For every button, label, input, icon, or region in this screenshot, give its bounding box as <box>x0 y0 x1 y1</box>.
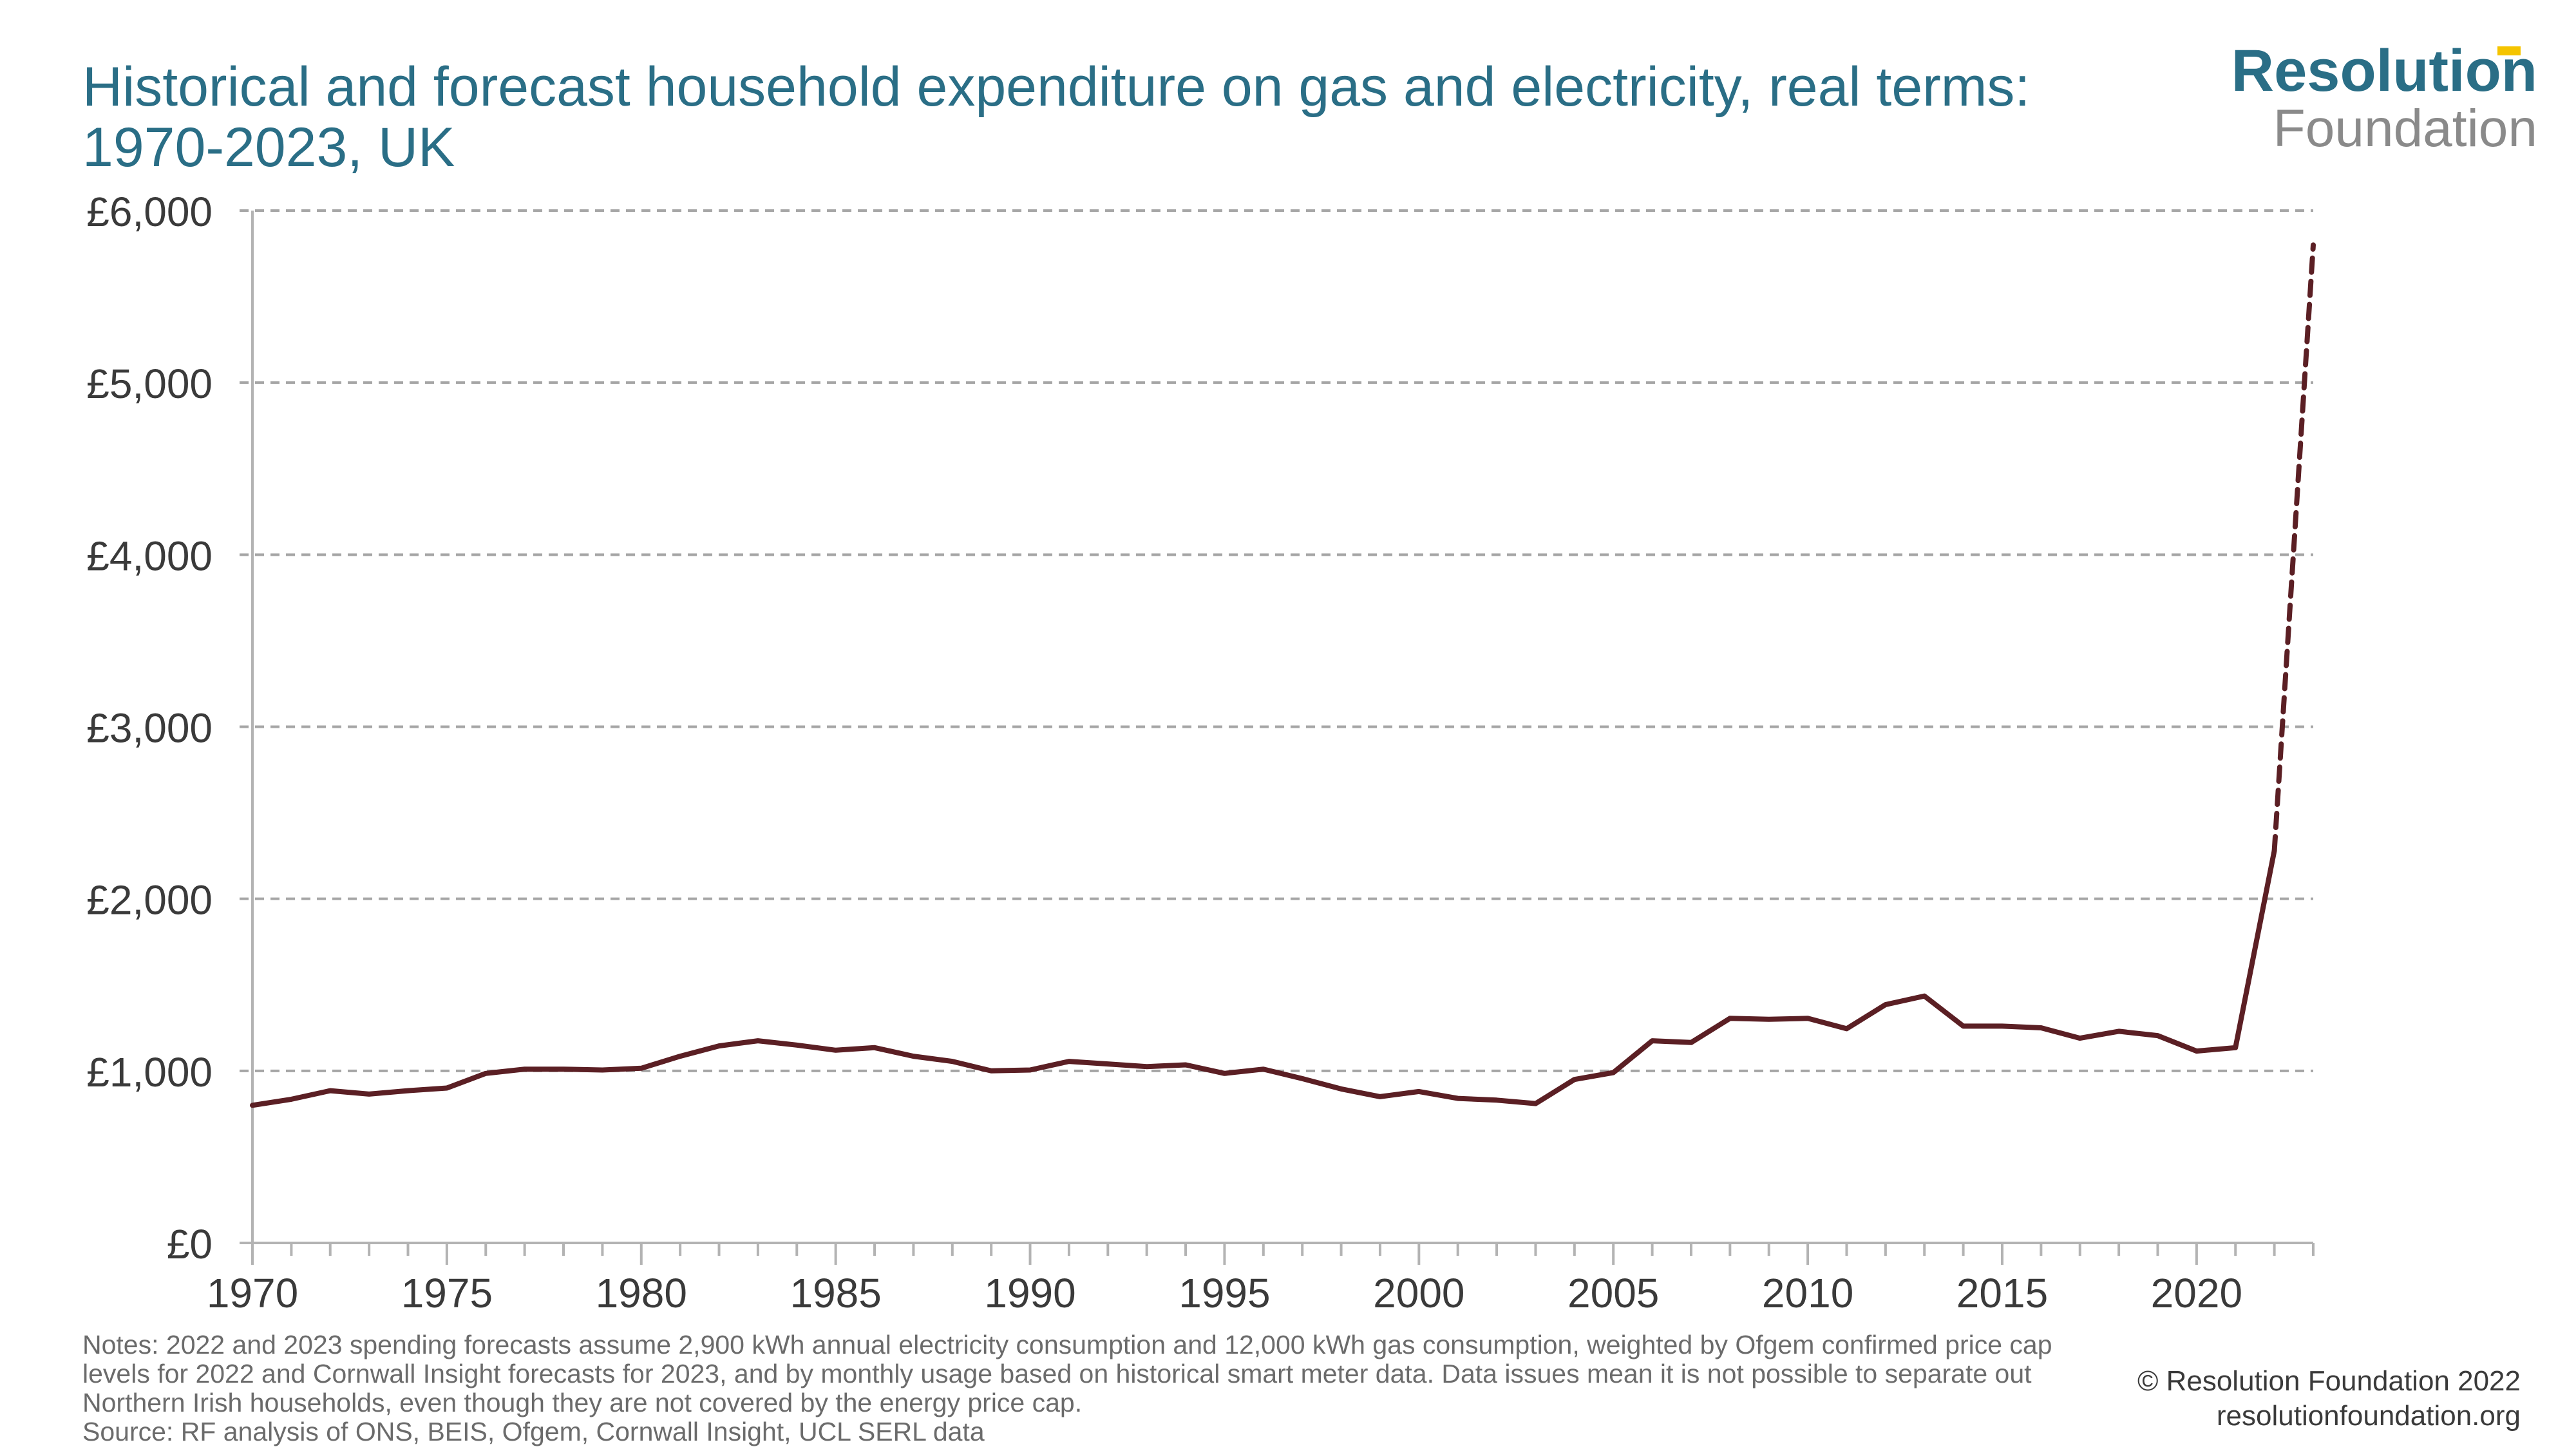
forecast-series-line <box>2271 242 2316 853</box>
copyright-line: © Resolution Foundation 2022 <box>2137 1365 2521 1397</box>
copyright-block: © Resolution Foundation 2022 resolutionf… <box>2137 1364 2521 1434</box>
x-tick-label: 2020 <box>2151 1270 2242 1316</box>
x-tick-labels: 1970 1975 1980 1985 1990 1995 2000 2005 2010 2015… <box>207 1270 2242 1316</box>
logo-line-1: Resolution <box>2231 38 2537 104</box>
axes <box>240 211 2315 1265</box>
x-tick-label: 1990 <box>984 1270 1075 1316</box>
x-tick-label: 1975 <box>401 1270 493 1316</box>
logo-line-2: Foundation <box>2273 99 2537 158</box>
chart-title: Historical and forecast household expend… <box>82 56 2031 178</box>
y-tick-label: £1,000 <box>86 1049 213 1095</box>
notes-text: Notes: 2022 and 2023 spending forecasts … <box>82 1330 2052 1417</box>
y-tick-label: £0 <box>167 1221 213 1267</box>
chart-notes: Notes: 2022 and 2023 spending forecasts … <box>82 1331 2111 1446</box>
y-tick-label: £3,000 <box>86 705 213 752</box>
y-tick-labels: £0 £1,000 £2,000 £3,000 £4,000 £5,000 £6,000 <box>86 189 213 1267</box>
y-tick-label: £5,000 <box>86 361 213 407</box>
x-tick-label: 1970 <box>207 1270 298 1316</box>
x-tick-label: 1985 <box>790 1270 881 1316</box>
source-text: Source: RF analysis of ONS, BEIS, Ofgem,… <box>82 1417 985 1446</box>
website-link[interactable]: resolutionfoundation.org <box>2216 1400 2521 1432</box>
x-tick-label: 1980 <box>596 1270 687 1316</box>
historical-series-line <box>250 848 2277 1108</box>
x-tick-label: 2010 <box>1762 1270 1853 1316</box>
resolution-foundation-logo: Resolution Foundation <box>2231 40 2537 156</box>
x-tick-label: 1995 <box>1179 1270 1270 1316</box>
x-tick-label: 2015 <box>1956 1270 2048 1316</box>
y-tick-label: £4,000 <box>86 533 213 579</box>
x-tick-label: 2005 <box>1567 1270 1659 1316</box>
x-tick-label: 2000 <box>1373 1270 1464 1316</box>
grid-lines <box>240 209 2313 1072</box>
y-tick-label: £2,000 <box>86 877 213 923</box>
y-tick-label: £6,000 <box>86 189 213 235</box>
series-group <box>250 242 2316 1108</box>
